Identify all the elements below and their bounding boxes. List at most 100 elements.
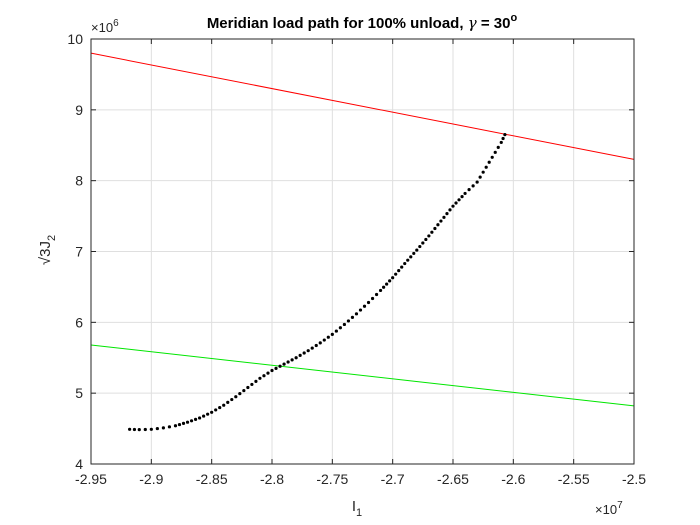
load-path-point — [478, 175, 482, 179]
load-path-point — [366, 300, 371, 305]
load-path-point — [481, 170, 485, 174]
load-path-point — [496, 145, 500, 149]
x-tick-label: -2.85 — [196, 471, 228, 487]
load-path-point — [198, 416, 202, 420]
y-tick-label: 7 — [75, 244, 83, 260]
load-path-point — [286, 360, 290, 364]
x-axis-label: I1 — [352, 498, 362, 519]
load-path-point — [400, 265, 404, 269]
load-path-point — [460, 195, 464, 199]
load-path-point — [406, 258, 410, 262]
y-multiplier-base: ×10 — [91, 20, 113, 35]
load-path-point — [149, 427, 153, 431]
load-path-point — [471, 184, 475, 188]
y-tick-label: 5 — [75, 385, 83, 401]
load-path-point — [463, 191, 467, 196]
load-path-point — [210, 410, 214, 414]
load-path-point — [137, 428, 141, 432]
load-path-point — [193, 417, 198, 421]
y-tick-label: 4 — [75, 456, 83, 472]
load-path-point — [338, 326, 342, 330]
load-path-point — [427, 234, 431, 238]
chart-title-prefix: Meridian load path for 100% unload, — [207, 15, 468, 32]
load-path-point — [167, 425, 172, 429]
load-path-point — [412, 251, 416, 256]
y-axis-label-base: √3J — [37, 241, 54, 265]
load-path-point — [421, 241, 425, 245]
load-path-point — [503, 133, 507, 137]
load-path-point — [230, 397, 234, 402]
load-path-point — [454, 201, 458, 205]
x-tick-label: -2.95 — [75, 471, 107, 487]
load-path-point — [326, 335, 330, 339]
load-path-point — [262, 374, 266, 378]
load-path-point — [409, 255, 413, 259]
y-axis-label-subscript: 2 — [46, 235, 58, 241]
load-path-point — [222, 403, 226, 407]
series-line-0 — [90, 52, 635, 160]
load-path-point — [445, 212, 449, 216]
load-path-point — [370, 296, 375, 301]
load-path-point — [189, 419, 194, 423]
load-path-point — [362, 304, 367, 308]
load-path-point — [322, 338, 326, 342]
load-path-point — [415, 248, 419, 252]
x-tick-label: -2.75 — [316, 471, 348, 487]
load-path-point — [382, 285, 386, 289]
load-path-point — [439, 219, 443, 223]
load-path-point — [238, 392, 242, 396]
load-path-point — [354, 312, 359, 316]
load-path-point — [258, 376, 262, 380]
load-path-point — [314, 343, 318, 348]
load-path-point — [250, 382, 254, 387]
load-path-point — [467, 188, 471, 192]
chart-title-symbol: γ — [468, 14, 477, 32]
load-path-point — [161, 426, 165, 430]
x-tick-label: -2.6 — [501, 471, 525, 487]
load-path-point — [128, 427, 132, 431]
load-path-point — [501, 136, 505, 141]
load-path-point — [484, 165, 488, 169]
load-path-point — [214, 408, 218, 412]
x-axis-label-subscript: 1 — [356, 507, 362, 519]
load-path-point — [274, 366, 278, 370]
load-path-point — [246, 385, 250, 390]
load-path-point — [181, 421, 186, 425]
load-path-point — [270, 368, 274, 373]
load-path-point — [448, 208, 452, 212]
load-path-point — [424, 237, 428, 242]
load-path-point — [218, 405, 222, 410]
x-multiplier-exponent: 7 — [617, 500, 623, 511]
load-path-point — [430, 230, 434, 234]
y-multiplier: ×106 — [91, 18, 119, 35]
chart-title-superscript: o — [510, 12, 517, 24]
load-path-point — [334, 329, 338, 333]
load-path-point — [451, 204, 455, 208]
load-path-point — [391, 276, 395, 280]
load-path-point — [206, 412, 210, 416]
load-path-point — [177, 422, 182, 427]
load-path-point — [278, 364, 282, 368]
series-line-1 — [90, 344, 635, 407]
load-path-point — [442, 215, 446, 219]
load-path-point — [185, 420, 190, 424]
x-tick-label: -2.7 — [381, 471, 405, 487]
x-tick-label: -2.65 — [437, 471, 469, 487]
x-tick-label: -2.9 — [139, 471, 163, 487]
y-tick-label: 9 — [75, 102, 83, 118]
load-path-point — [202, 414, 206, 418]
load-path-point — [294, 356, 298, 360]
x-tick-label: -2.8 — [260, 471, 284, 487]
load-path-point — [234, 395, 238, 399]
load-path-point — [132, 427, 137, 432]
load-path-point — [490, 155, 494, 159]
x-multiplier: ×107 — [595, 500, 623, 517]
load-path-point — [346, 319, 351, 323]
y-axis-label: √3J2 — [37, 235, 58, 265]
load-path-point — [306, 349, 310, 353]
load-path-point — [385, 282, 389, 286]
load-path-point — [254, 379, 258, 383]
load-path-point — [290, 358, 294, 362]
